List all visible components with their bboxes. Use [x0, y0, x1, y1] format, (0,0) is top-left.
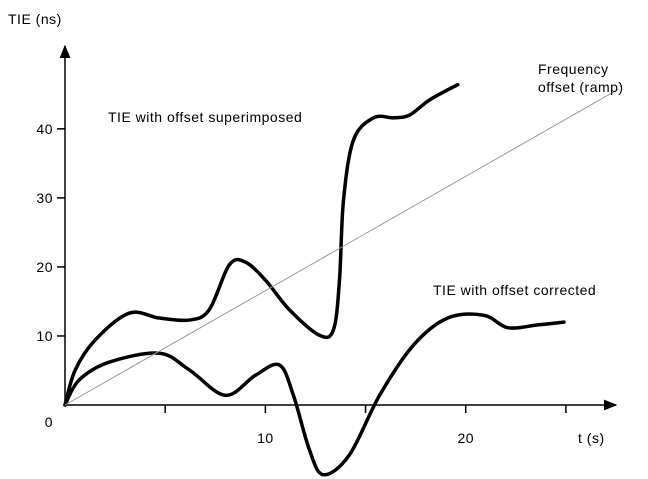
y-tick-label: 40 — [36, 121, 53, 137]
line — [63, 312, 566, 477]
y-tick-label: 10 — [36, 328, 53, 344]
x-axis-label: t (s) — [578, 430, 605, 446]
series-label: TIE with offset superimposed — [108, 109, 303, 125]
x-tick-label: 20 — [457, 430, 474, 446]
line — [63, 82, 460, 407]
y-axis-label: TIE (ns) — [8, 11, 62, 27]
series-label: Frequency offset (ramp) — [538, 61, 624, 95]
y-tick-label: 20 — [36, 259, 53, 275]
y-tick-label: 0 — [45, 414, 53, 430]
line — [64, 88, 619, 406]
y-tick-label: 30 — [36, 190, 53, 206]
series-label: TIE with offset corrected — [433, 282, 597, 298]
x-tick-label: 10 — [257, 430, 274, 446]
